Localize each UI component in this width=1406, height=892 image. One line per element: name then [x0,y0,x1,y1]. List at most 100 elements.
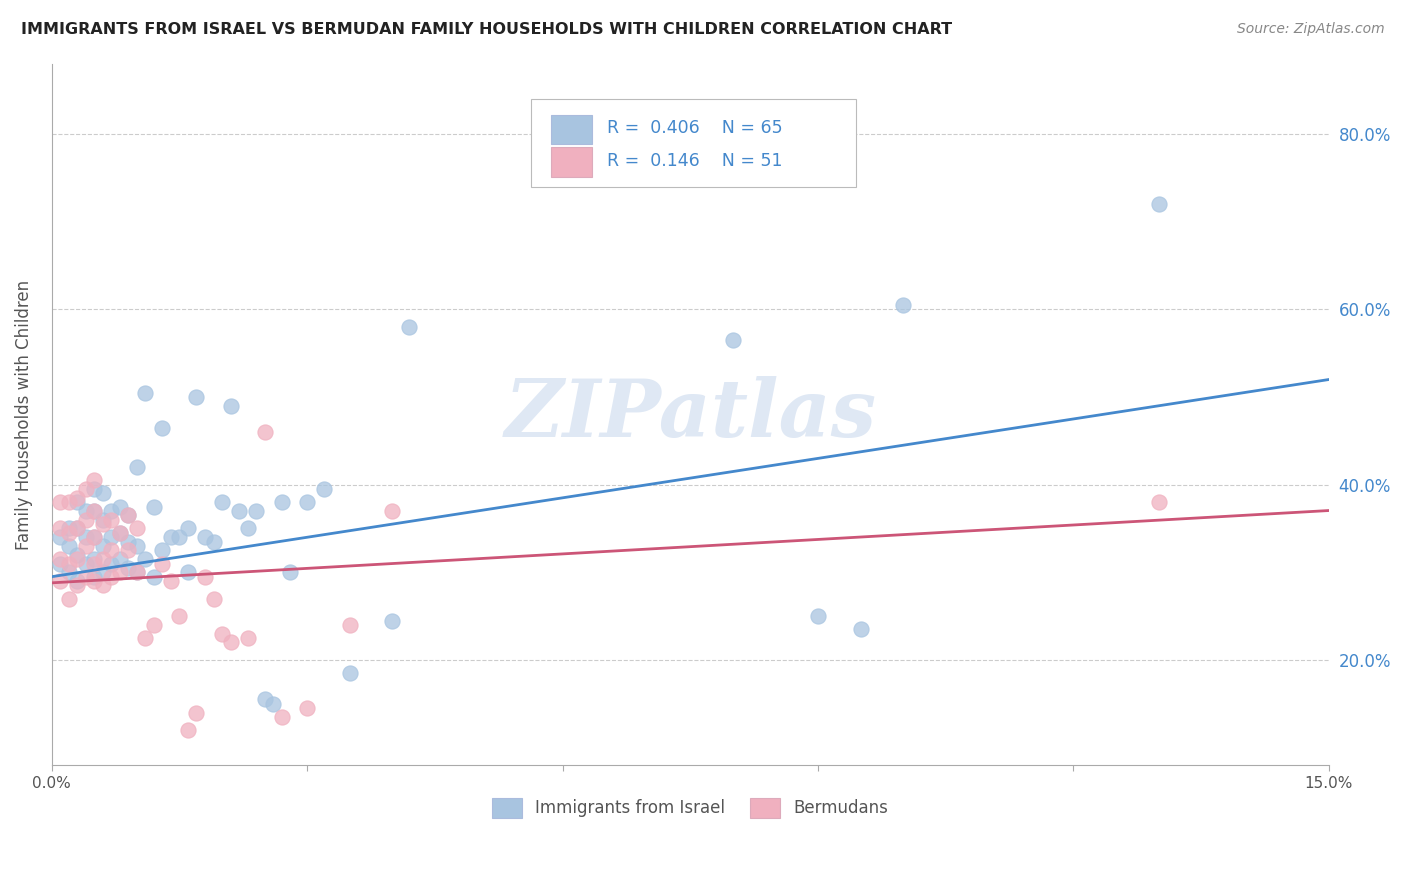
Point [194,570,217,584]
Point [83,557,105,571]
Point [100,513,122,527]
Point [169,530,191,544]
Point [891,298,914,312]
Point [177,723,200,737]
Point [66,495,89,509]
Point [91,552,114,566]
Point [117,508,139,523]
Point [75,513,97,527]
Point [134,385,156,400]
Point [58,566,80,580]
Point [270,710,292,724]
Point [211,626,233,640]
Point [253,425,276,439]
Point [262,697,284,711]
Point [339,666,361,681]
Point [202,591,225,606]
Point [270,495,292,509]
Point [236,521,259,535]
Point [91,513,114,527]
Text: IMMIGRANTS FROM ISRAEL VS BERMUDAN FAMILY HOUSEHOLDS WITH CHILDREN CORRELATION C: IMMIGRANTS FROM ISRAEL VS BERMUDAN FAMIL… [21,22,952,37]
Point [91,486,114,500]
Point [66,578,89,592]
Point [83,570,105,584]
Point [91,539,114,553]
Point [83,504,105,518]
Point [58,525,80,540]
Point [152,421,174,435]
Point [253,692,276,706]
Point [219,399,242,413]
Point [49,521,72,535]
Point [398,320,420,334]
Point [228,504,250,518]
Point [108,525,131,540]
Point [91,517,114,532]
Point [66,521,89,535]
Point [100,504,122,518]
Text: ZIPatlas: ZIPatlas [505,376,876,453]
FancyBboxPatch shape [551,147,592,177]
Point [177,521,200,535]
Point [278,566,301,580]
Point [66,491,89,505]
Point [58,557,80,571]
Point [211,495,233,509]
Point [125,521,148,535]
Point [142,500,165,514]
Point [108,566,131,580]
Point [202,534,225,549]
Point [100,557,122,571]
Point [83,530,105,544]
Point [177,566,200,580]
Point [75,482,97,496]
Point [125,566,148,580]
Point [58,495,80,509]
Point [83,530,105,544]
Point [117,543,139,558]
Point [169,609,191,624]
Point [142,570,165,584]
Point [108,525,131,540]
Point [49,530,72,544]
Point [108,552,131,566]
Point [314,482,336,496]
Text: R =  0.146    N = 51: R = 0.146 N = 51 [607,152,783,169]
Point [75,557,97,571]
Point [142,618,165,632]
Point [66,521,89,535]
Point [849,622,872,636]
Point [160,530,183,544]
Point [134,631,156,645]
Point [339,618,361,632]
Point [83,504,105,518]
Point [721,333,744,347]
Point [381,614,404,628]
Point [117,508,139,523]
Point [186,390,208,404]
Point [100,543,122,558]
Point [807,609,830,624]
Point [66,548,89,562]
Text: Source: ZipAtlas.com: Source: ZipAtlas.com [1237,22,1385,37]
Point [83,574,105,588]
FancyBboxPatch shape [530,99,856,186]
Point [83,482,105,496]
Point [108,500,131,514]
Point [236,631,259,645]
Point [58,591,80,606]
Point [91,578,114,592]
Point [245,504,267,518]
Legend: Immigrants from Israel, Bermudans: Immigrants from Israel, Bermudans [485,791,896,825]
Point [117,534,139,549]
Text: R =  0.406    N = 65: R = 0.406 N = 65 [607,119,783,136]
Point [152,557,174,571]
Point [83,473,105,487]
Point [134,552,156,566]
Point [49,557,72,571]
Point [58,521,80,535]
Point [186,706,208,720]
Point [125,539,148,553]
Point [49,574,72,588]
Point [66,552,89,566]
